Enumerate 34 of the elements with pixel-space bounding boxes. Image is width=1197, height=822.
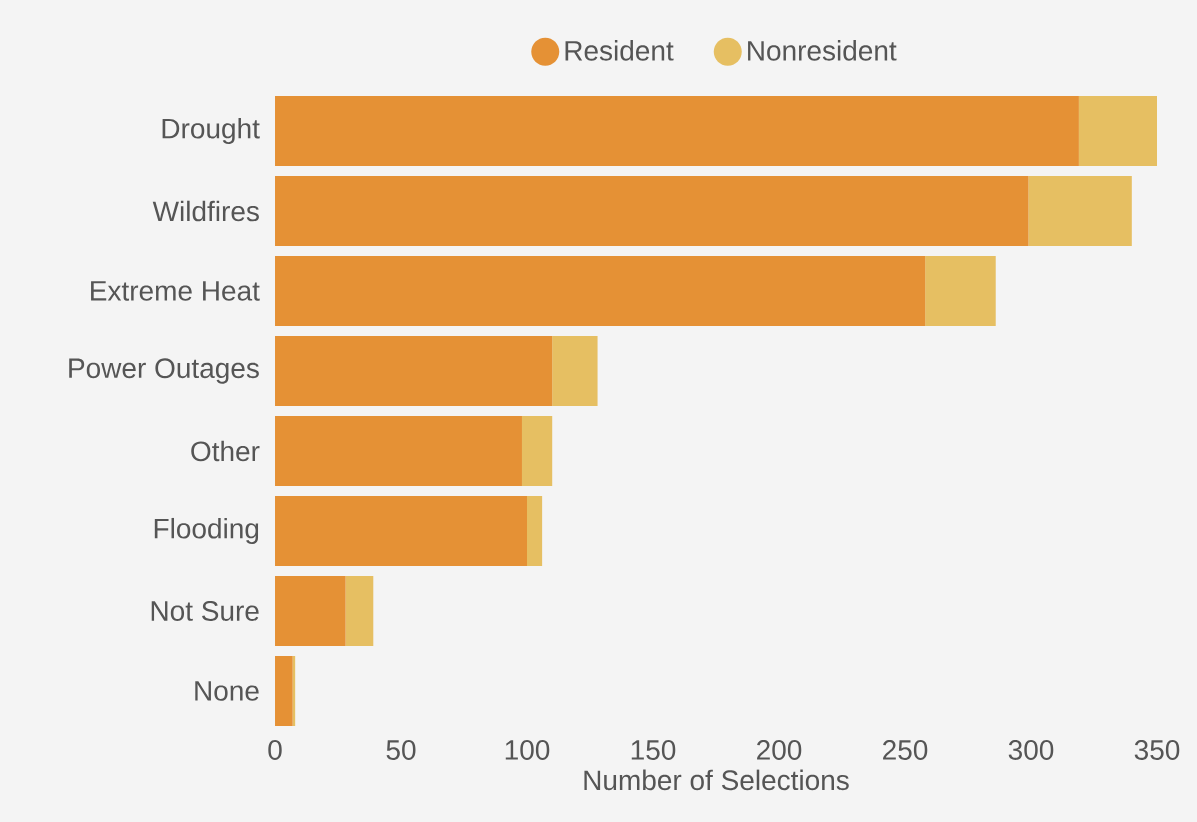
x-tick-label: 200: [757, 740, 802, 760]
x-tick-label: 250: [883, 740, 928, 760]
y-tick-label: Not Sure: [151, 601, 259, 621]
bar: [275, 256, 926, 326]
bar: [275, 176, 1029, 246]
y-tick-label: Other: [191, 440, 260, 462]
legend-label: Resident: [565, 40, 674, 61]
x-tick-label: 0: [268, 740, 282, 760]
y-tick-label: Wildfires: [152, 200, 259, 222]
y-tick-label: None: [195, 681, 259, 701]
bar: [521, 416, 553, 486]
y-tick-label: Power Outages: [69, 358, 259, 384]
bar: [275, 575, 346, 646]
bar: [1028, 176, 1132, 246]
bar: [275, 496, 527, 566]
x-tick-label: 100: [505, 740, 550, 760]
x-axis-title: Number of Selections: [584, 769, 849, 791]
bar: [345, 575, 374, 646]
bar: [275, 655, 293, 726]
x-tick-label: 150: [631, 740, 676, 760]
y-tick-label: Extreme Heat: [91, 281, 260, 301]
legend-label: Nonresident: [748, 40, 897, 61]
y-tick-label: Drought: [162, 117, 260, 145]
bar: [925, 256, 996, 326]
x-tick-label: 50: [386, 740, 416, 760]
bar: [1078, 96, 1158, 166]
bar: [552, 335, 598, 406]
bar: [275, 416, 522, 486]
bar: [275, 96, 1079, 166]
x-tick-label: 350: [1134, 740, 1180, 760]
y-tick-label: Flooding: [154, 517, 259, 545]
bar: [275, 335, 553, 406]
bar: [527, 496, 543, 566]
x-tick-label: 300: [1008, 740, 1054, 760]
